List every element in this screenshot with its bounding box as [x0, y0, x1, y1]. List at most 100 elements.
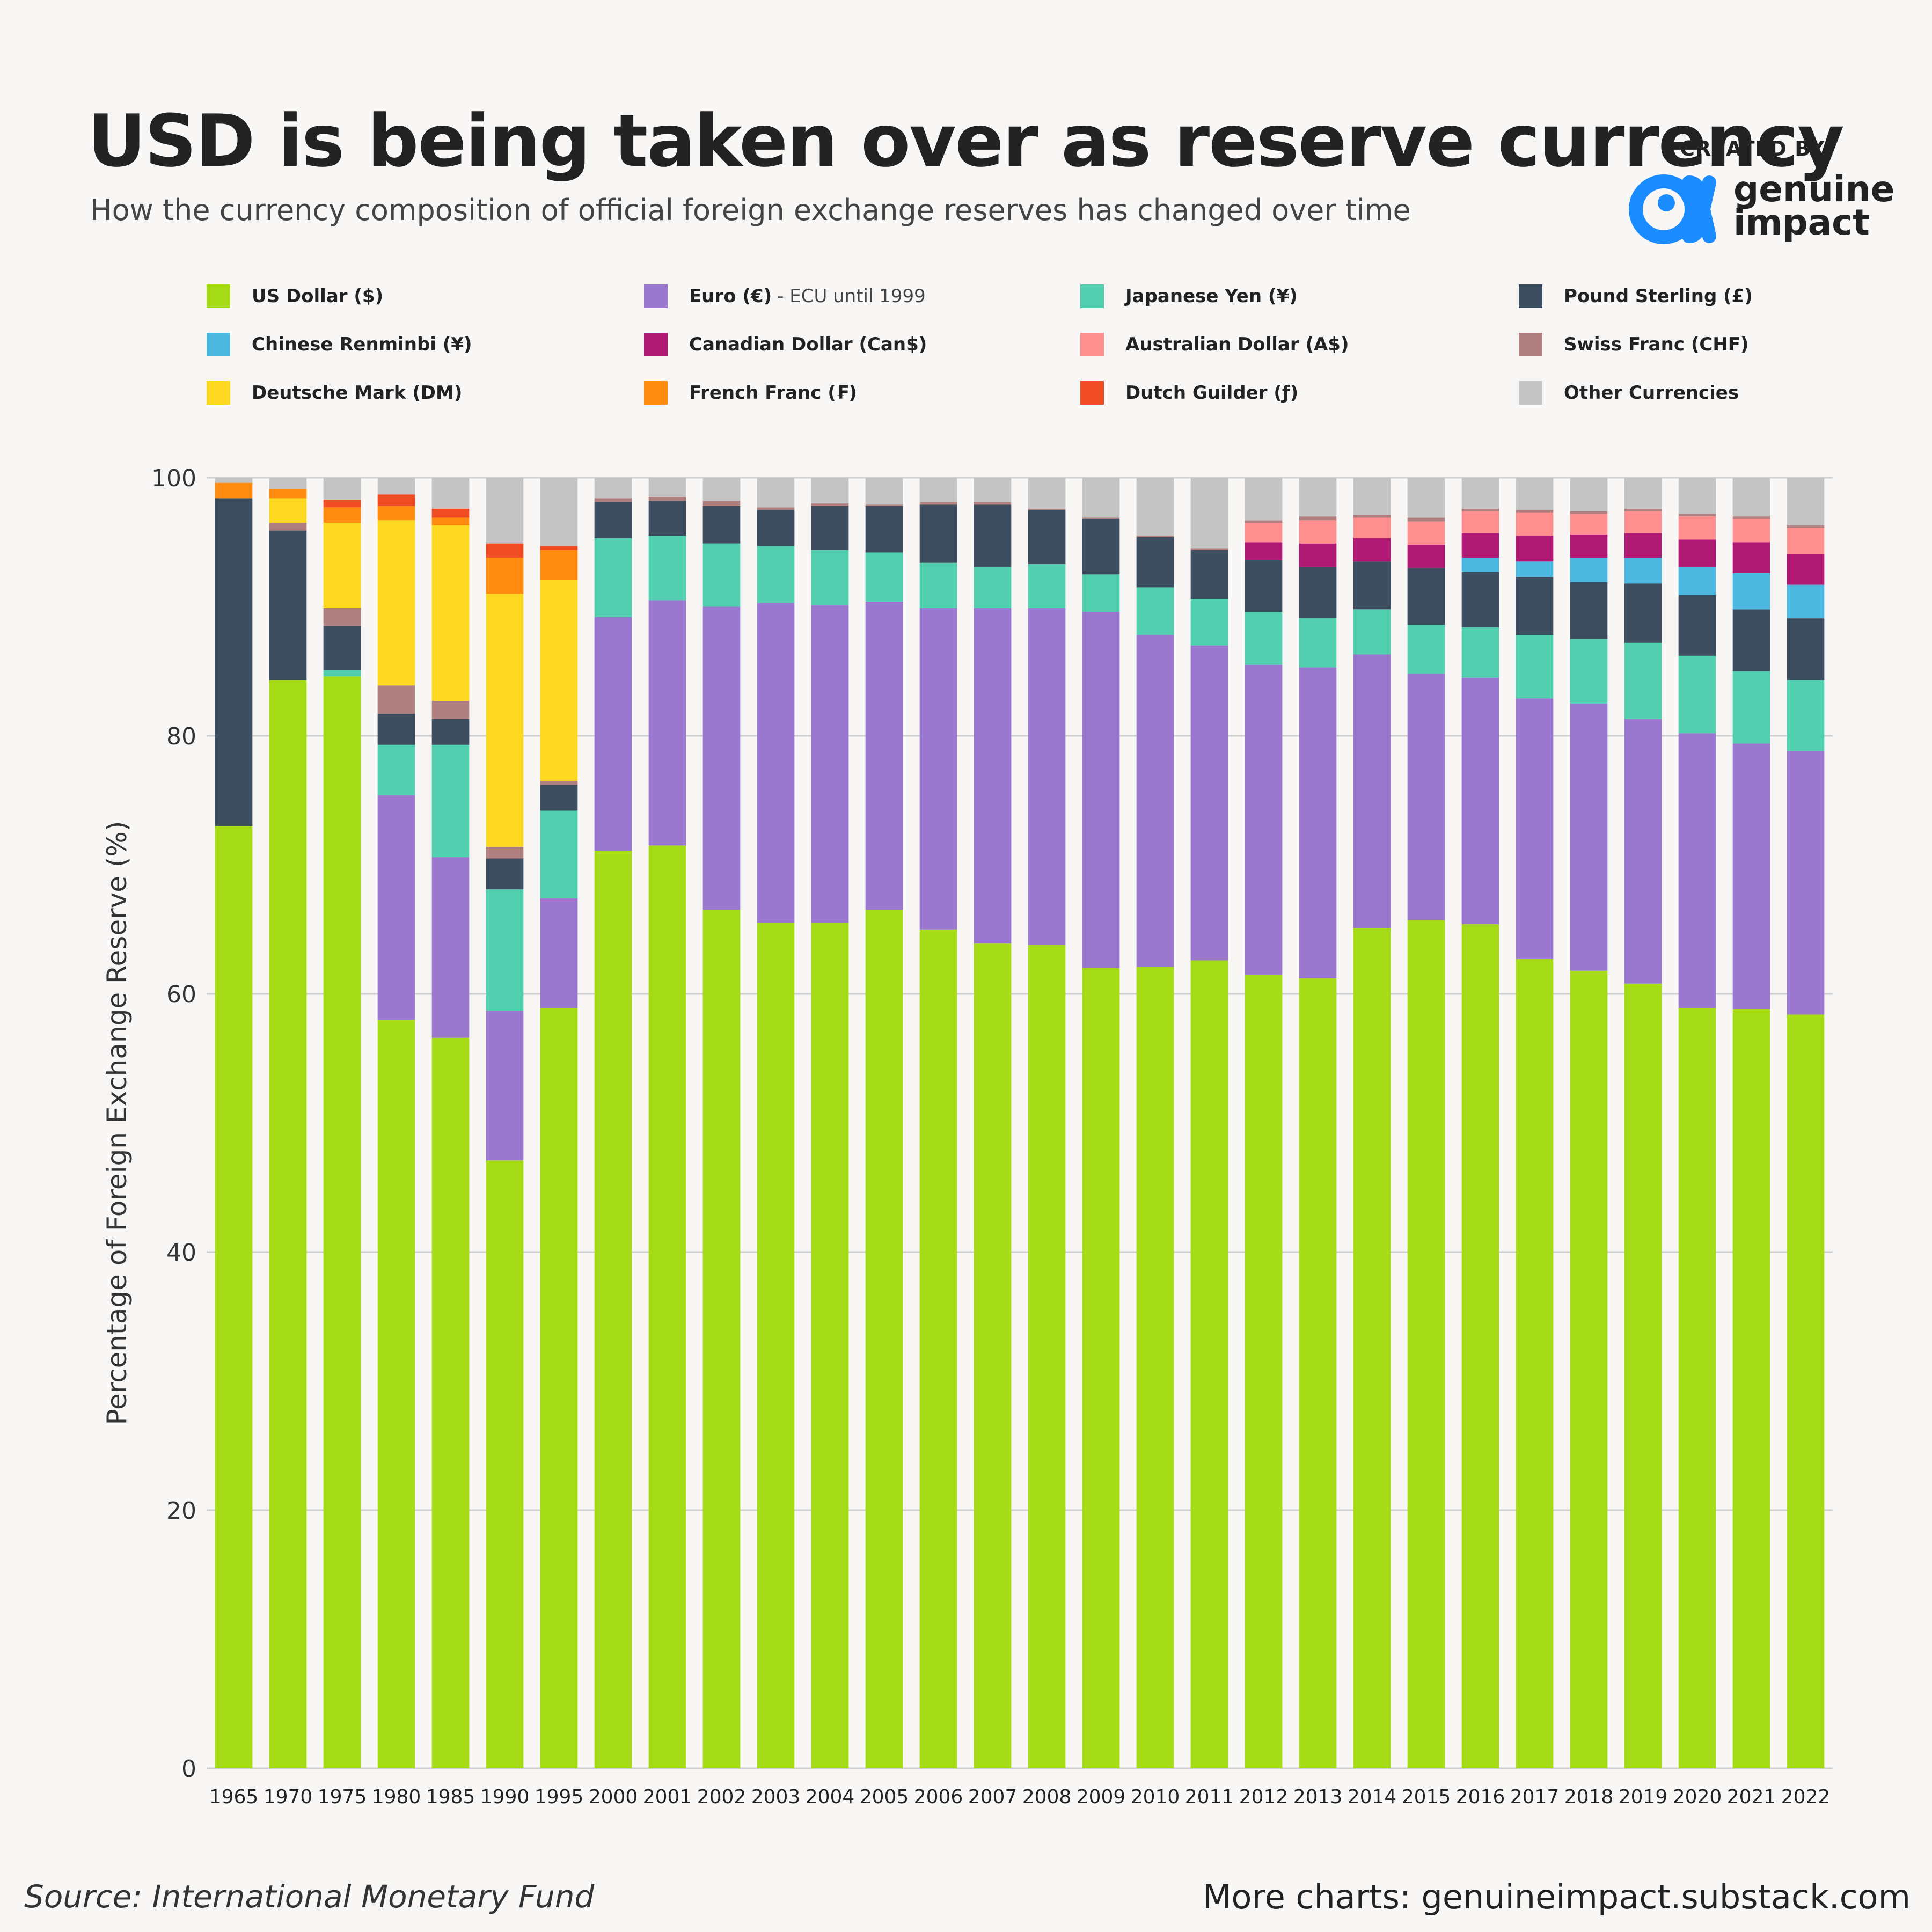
bar-segment: [1624, 983, 1662, 1768]
bar-segment: [1299, 667, 1337, 979]
bar-segment: [1353, 538, 1391, 562]
bar-segment: [757, 546, 795, 603]
bar-segment: [1407, 517, 1445, 522]
bar-segment: [377, 520, 415, 686]
bar-segment: [757, 507, 795, 510]
bar-segment: [1787, 528, 1825, 554]
bar-segment: [1516, 577, 1554, 635]
bar-segment: [974, 478, 1012, 502]
bar-segment: [1678, 539, 1716, 567]
bar-segment: [1732, 609, 1770, 671]
bar-segment: [1624, 533, 1662, 558]
bar-segment: [1028, 510, 1066, 565]
bar-segment: [1516, 512, 1554, 536]
bar-segment: [1787, 525, 1825, 528]
bar-segment: [269, 489, 307, 499]
bar-segment: [1678, 514, 1716, 517]
bar-segment: [648, 497, 686, 501]
bar-segment: [1245, 560, 1283, 612]
bar-segment: [486, 858, 524, 890]
legend-swatch: [207, 284, 230, 308]
legend-swatch: [207, 381, 230, 405]
legend-swatch: [207, 333, 230, 356]
bar-segment: [1136, 537, 1174, 588]
bar-segment: [540, 550, 578, 580]
bar-segment: [1678, 478, 1716, 514]
bar-segment: [1732, 671, 1770, 744]
legend-swatch: [1519, 381, 1542, 405]
legend-swatch: [644, 381, 668, 405]
bar-segment: [1732, 1009, 1770, 1768]
bar-segment: [1136, 635, 1174, 967]
bar-segment: [1570, 970, 1608, 1768]
bar-segment: [974, 608, 1012, 944]
bar-segment: [215, 498, 253, 826]
bar-segment: [377, 478, 415, 495]
x-tick-label: 2014: [1348, 1786, 1397, 1808]
bar-segment: [215, 826, 253, 1768]
bar-segment: [594, 617, 632, 851]
x-tick-label: 1980: [372, 1786, 421, 1808]
x-tick-label: 1970: [264, 1786, 313, 1808]
x-tick-label: 2001: [643, 1786, 692, 1808]
legend-label: Pound Sterling (£): [1564, 286, 1753, 307]
bar-segment: [865, 910, 903, 1768]
bar-segment: [323, 499, 361, 508]
x-tick-label: 1965: [209, 1786, 259, 1808]
bar-segment: [323, 523, 361, 608]
bar-segment: [486, 594, 524, 847]
x-tick-label: 1975: [318, 1786, 367, 1808]
legend-swatch: [1080, 284, 1104, 308]
bar-segment: [919, 502, 957, 505]
bar-segment: [323, 676, 361, 1768]
legend-swatch: [644, 333, 668, 356]
bar-segment: [1353, 609, 1391, 655]
bar-segment: [1136, 478, 1174, 536]
bar-segment: [1299, 478, 1337, 517]
bar-segment: [1570, 534, 1608, 558]
bar-segment: [1787, 751, 1825, 1015]
bar-segment: [1624, 478, 1662, 509]
bar-segment: [1678, 566, 1716, 595]
x-tick-label: 2015: [1402, 1786, 1451, 1808]
legend-label: Swiss Franc (CHF): [1564, 334, 1749, 355]
legend-label: Other Currencies: [1564, 382, 1739, 404]
bar-segment: [1190, 550, 1228, 599]
bar-segment: [377, 795, 415, 1020]
bar-segment: [540, 546, 578, 550]
bar-segment: [1353, 928, 1391, 1768]
bar-segment: [919, 562, 957, 608]
bar-segment: [1299, 978, 1337, 1768]
bar-segment: [594, 851, 632, 1768]
bar-segment: [486, 543, 524, 558]
bar-segment: [1245, 523, 1283, 543]
bar-segment: [702, 543, 741, 607]
legend-item: Pound Sterling (£): [1519, 284, 1753, 308]
bar-segment: [323, 478, 361, 500]
bar-segment: [1190, 599, 1228, 646]
bar-segment: [431, 517, 470, 525]
bar-segment: [1516, 510, 1554, 513]
bar-segment: [702, 506, 741, 544]
bar-segment: [1732, 542, 1770, 573]
bar-segment: [431, 478, 470, 509]
bar-segment: [1353, 515, 1391, 518]
x-tick-label: 2000: [589, 1786, 638, 1808]
legend-item: Swiss Franc (CHF): [1519, 333, 1749, 356]
bar-segment: [594, 478, 632, 499]
x-tick-label: 2018: [1564, 1786, 1614, 1808]
bar-segment: [1624, 558, 1662, 584]
bar-segment: [540, 1008, 578, 1768]
legend-label: Chinese Renminbi (¥): [252, 334, 472, 355]
legend-item: Canadian Dollar (Can$): [644, 333, 927, 356]
bar-segment: [1787, 618, 1825, 680]
bar-segment: [1461, 627, 1499, 678]
bar-segment: [269, 498, 307, 523]
bar-segment: [1136, 967, 1174, 1768]
bar-segment: [919, 608, 957, 930]
bar-segment: [1407, 920, 1445, 1768]
more-charts-link[interactable]: More charts: genuineimpact.substack.com: [1203, 1877, 1911, 1916]
x-tick-label: 2013: [1293, 1786, 1343, 1808]
bar-segment: [431, 719, 470, 745]
bar-segment: [702, 910, 741, 1768]
